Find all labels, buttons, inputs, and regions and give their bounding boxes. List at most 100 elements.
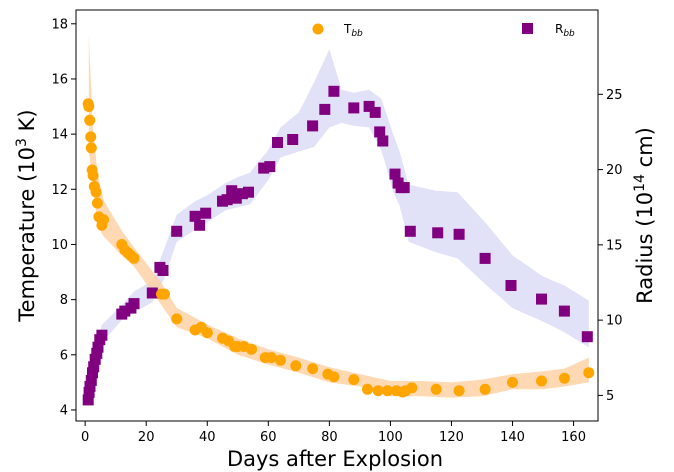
point-rbb-50 xyxy=(558,305,570,317)
point-tbb-1 xyxy=(83,101,95,112)
point-tbb-29 xyxy=(246,343,257,355)
point-rbb-18 xyxy=(171,225,183,237)
point-tbb-2 xyxy=(84,114,96,126)
point-tbb-37 xyxy=(348,374,360,386)
point-rbb-46 xyxy=(453,228,465,240)
x-tick-label: 80 xyxy=(321,430,338,445)
point-rbb-48 xyxy=(505,280,517,291)
point-rbb-2 xyxy=(84,380,96,392)
y-right-tick-label: 10 xyxy=(606,314,623,329)
point-tbb-46 xyxy=(453,385,465,397)
point-rbb-7 xyxy=(91,347,103,359)
x-tick-label: 20 xyxy=(138,430,155,445)
point-rbb-32 xyxy=(307,120,319,132)
point-rbb-20 xyxy=(194,219,206,231)
point-rbb-28 xyxy=(258,162,270,174)
point-tbb-3 xyxy=(85,131,97,143)
legend: Tbb Rbb xyxy=(312,22,575,39)
y-left-tick-label: 6 xyxy=(60,348,68,363)
x-tick-label: 120 xyxy=(439,430,464,445)
point-rbb-31 xyxy=(287,134,299,145)
band-rbb xyxy=(88,49,589,403)
y-left-tick-label: 14 xyxy=(51,128,68,143)
point-rbb-26 xyxy=(236,188,248,200)
point-tbb-9 xyxy=(91,197,103,209)
point-rbb-35 xyxy=(348,102,360,114)
point-rbb-43 xyxy=(398,182,410,194)
y-left-tick-label: 18 xyxy=(51,17,68,32)
point-rbb-37 xyxy=(369,106,381,118)
y-right-tick-label: 15 xyxy=(606,238,623,253)
point-tbb-6 xyxy=(87,170,99,181)
point-tbb-40 xyxy=(381,385,393,397)
uncertainty-bands xyxy=(88,34,589,403)
x-tick-label: 160 xyxy=(561,430,586,445)
point-rbb-34 xyxy=(328,85,340,97)
point-tbb-8 xyxy=(90,186,102,198)
y-left-tick-label: 12 xyxy=(51,183,68,198)
point-tbb-32 xyxy=(275,354,286,366)
point-rbb-51 xyxy=(581,331,593,343)
point-rbb-47 xyxy=(479,252,491,264)
y-right-tick-label: 25 xyxy=(606,88,623,103)
legend-label-rbb: Rbb xyxy=(555,22,575,39)
point-tbb-38 xyxy=(362,383,373,395)
point-tbb-47 xyxy=(479,383,491,395)
point-rbb-33 xyxy=(319,103,331,115)
point-rbb-0 xyxy=(82,394,94,406)
point-rbb-27 xyxy=(243,186,254,198)
point-tbb-44 xyxy=(406,382,418,394)
point-tbb-49 xyxy=(536,375,547,387)
axis-ticks: 0 20 40 60 80 100 120 140 160 4 6 8 10 12 14 16 18 5 10 15 2… xyxy=(51,17,622,445)
point-rbb-39 xyxy=(377,135,389,147)
point-rbb-6 xyxy=(89,353,101,365)
point-rbb-1 xyxy=(83,386,95,398)
point-rbb-15 xyxy=(146,287,158,299)
y-left-tick-label: 8 xyxy=(60,293,68,308)
point-rbb-5 xyxy=(88,361,100,373)
point-tbb-34 xyxy=(307,363,319,375)
y-left-tick-label: 16 xyxy=(51,72,68,87)
y-axis-title-right: Radius (1014 cm) xyxy=(632,127,657,304)
point-rbb-17 xyxy=(157,265,169,276)
point-rbb-25 xyxy=(230,192,242,204)
point-rbb-29 xyxy=(264,161,276,173)
point-rbb-4 xyxy=(87,367,98,379)
x-tick-label: 60 xyxy=(260,430,277,445)
point-rbb-8 xyxy=(92,341,104,353)
point-tbb-20 xyxy=(171,313,183,325)
point-rbb-49 xyxy=(536,293,547,305)
point-rbb-3 xyxy=(85,374,97,386)
point-rbb-23 xyxy=(221,194,233,206)
point-tbb-31 xyxy=(265,352,277,364)
point-tbb-19 xyxy=(159,288,170,300)
point-rbb-21 xyxy=(200,207,212,219)
point-rbb-40 xyxy=(389,168,401,180)
point-tbb-23 xyxy=(201,327,213,339)
point-tbb-36 xyxy=(328,371,340,383)
point-rbb-14 xyxy=(128,298,140,310)
point-rbb-36 xyxy=(363,100,375,112)
y-left-tick-label: 4 xyxy=(60,403,68,418)
x-tick-label: 0 xyxy=(81,430,89,445)
point-rbb-10 xyxy=(96,329,108,341)
point-rbb-24 xyxy=(226,185,238,197)
y-right-tick-label: 20 xyxy=(606,163,623,178)
point-rbb-12 xyxy=(119,305,131,317)
point-rbb-44 xyxy=(404,225,416,237)
x-tick-label: 140 xyxy=(500,430,525,445)
y-axis-title-left: Temperature (103 K) xyxy=(14,109,39,322)
legend-label-tbb: Tbb xyxy=(343,22,363,39)
legend-marker-tbb xyxy=(312,23,324,35)
point-rbb-38 xyxy=(374,126,386,138)
y-right-tick-label: 5 xyxy=(606,389,614,404)
data-points xyxy=(82,85,595,406)
point-tbb-48 xyxy=(507,376,518,388)
plot-frame xyxy=(75,9,599,422)
x-tick-label: 100 xyxy=(378,430,403,445)
point-tbb-51 xyxy=(583,367,595,379)
point-rbb-19 xyxy=(189,210,201,222)
point-tbb-50 xyxy=(558,372,570,384)
point-rbb-30 xyxy=(272,137,283,148)
